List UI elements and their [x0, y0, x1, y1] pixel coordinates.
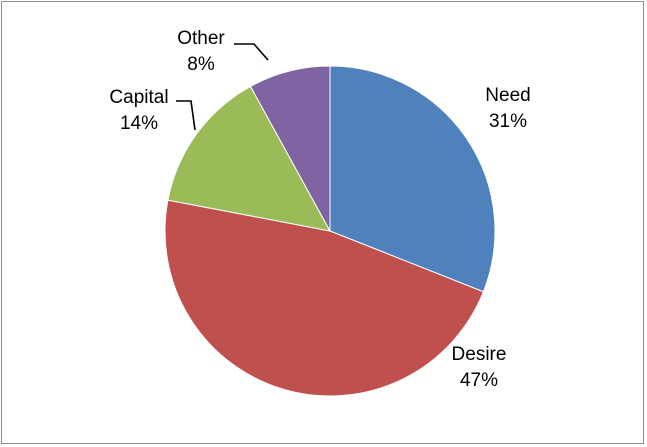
pie-slice-desire	[164, 199, 485, 397]
data-label-name-need: Need	[485, 85, 530, 106]
slices-layer	[164, 65, 496, 397]
data-label-name-desire: Desire	[452, 344, 507, 365]
leader-line-other	[234, 43, 269, 61]
labels-layer: Need 31% Desire 47% Capital 14% Other 8%	[109, 28, 530, 391]
leader-lines-layer	[176, 43, 269, 131]
pie-slice-need	[329, 65, 496, 293]
data-label-name-capital: Capital	[109, 87, 168, 108]
pie-slice-capital	[167, 85, 331, 232]
data-label-value-other: 8%	[187, 54, 215, 75]
data-label-value-need: 31%	[489, 111, 527, 132]
data-label-value-desire: 47%	[460, 370, 498, 391]
data-label-value-capital: 14%	[120, 113, 158, 134]
leader-line-capital	[176, 100, 196, 131]
data-label-name-other: Other	[177, 28, 225, 49]
pie-slice-other	[249, 65, 331, 232]
